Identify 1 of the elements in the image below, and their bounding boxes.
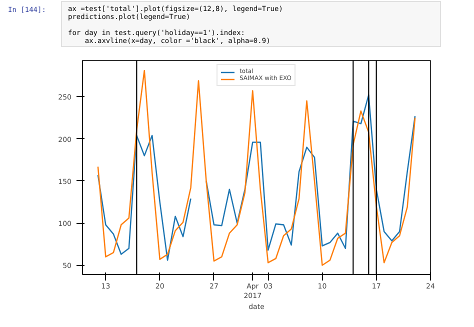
line-series: [97, 70, 416, 266]
